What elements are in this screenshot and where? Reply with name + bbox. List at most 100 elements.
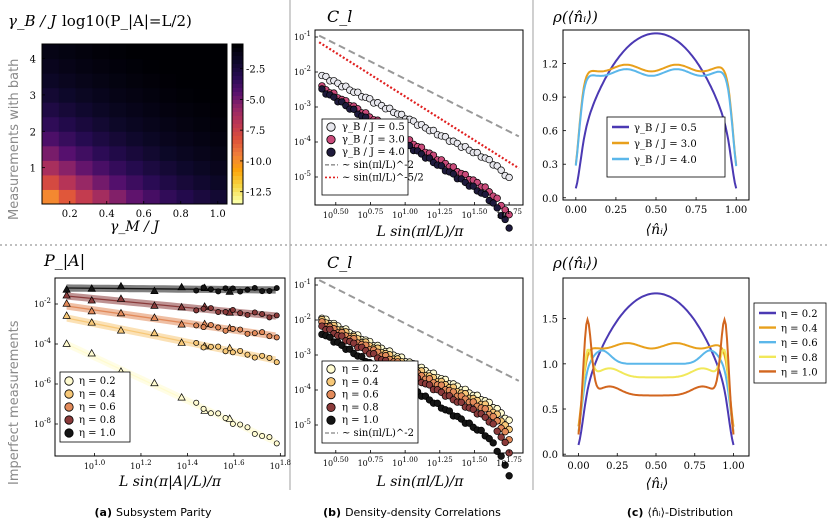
data-point [445, 407, 454, 415]
colorbar-tick-label: -5.0 [246, 95, 265, 106]
x-tick-label: 101.75 [496, 208, 522, 220]
heatmap-cell [193, 87, 211, 103]
distribution-curve [577, 348, 735, 433]
x-tick-label: 0.4 [99, 209, 115, 220]
colorbar-segment [232, 48, 243, 53]
x-tick-label: 100.50 [323, 456, 349, 468]
legend-label: η = 0.6 [342, 390, 379, 401]
data-point [469, 182, 477, 190]
heatmap-cell [58, 160, 77, 176]
heatmap-cell [142, 44, 161, 60]
heatmap-cell [109, 58, 127, 74]
legend-box [321, 118, 409, 196]
legend-marker [326, 122, 336, 132]
legend-label: η = 1.0 [79, 428, 116, 439]
legend-label: γ_B / J = 0.5 [634, 123, 697, 134]
circle-marker [222, 348, 229, 355]
x-tick-label: 101.00 [392, 456, 418, 468]
circle-marker [259, 433, 266, 439]
heatmap-cell [58, 174, 77, 190]
row-label-top: Measurements with bath [7, 59, 22, 220]
data-point [425, 381, 434, 389]
data-point [433, 399, 442, 407]
colorbar-segment [232, 164, 243, 169]
legend-marker [64, 415, 74, 425]
legend-label: η = 0.8 [342, 402, 379, 413]
circle-marker [193, 287, 200, 294]
colorbar-segment [232, 136, 243, 141]
colorbar-segment [232, 120, 243, 125]
data-point [493, 194, 501, 202]
colorbar-segment [232, 180, 243, 185]
legend-marker [326, 377, 336, 387]
heatmap-cell [92, 160, 110, 176]
legend-label: η = 0.4 [781, 324, 818, 335]
heatmap-cell [92, 58, 110, 74]
colorbar-segment [232, 184, 243, 189]
triangle-marker [150, 378, 159, 387]
circle-marker [193, 399, 200, 406]
heatmap-cell [75, 58, 93, 74]
circle-marker [251, 309, 258, 316]
circle-marker [237, 288, 244, 295]
triangle-marker [225, 287, 234, 295]
plot-frame [314, 29, 524, 206]
heatmap-cell [58, 102, 77, 118]
heatmap-cell [159, 102, 178, 118]
colorbar-tick-label: -10.0 [246, 157, 272, 168]
legend-label: η = 0.2 [342, 364, 379, 375]
triangle-marker [87, 306, 96, 315]
caption-b-text: Density-density Correlations [345, 506, 501, 519]
distribution-curve [574, 68, 738, 167]
x-tick-label: 101.6 [223, 459, 245, 471]
x-tick-label: 0.50 [645, 205, 667, 216]
data-point [481, 405, 489, 413]
colorbar-segment [232, 160, 243, 165]
caption-c-tag: (c) [627, 506, 644, 519]
heatmap-cell [176, 73, 194, 89]
data-point [489, 420, 497, 428]
heatmap-cell [176, 131, 194, 147]
heatmap-cell [109, 160, 127, 176]
triangle-marker [177, 282, 186, 291]
colorbar-segment [232, 200, 243, 205]
data-point [457, 398, 465, 407]
y-tick-label: 10-3 [294, 100, 311, 112]
circle-marker [273, 359, 280, 366]
data-point [477, 426, 485, 435]
y-tick-label: 10-5 [294, 170, 311, 182]
y-tick-label: 0.0 [542, 194, 558, 205]
heatmap-cell [159, 87, 178, 103]
circle-marker [251, 354, 258, 361]
circle-marker [244, 351, 251, 358]
heatmap-cell [159, 58, 178, 74]
caption-b: (b) Density-density Correlations [323, 506, 501, 519]
legend-label: η = 0.6 [79, 402, 116, 413]
heatmap-ylabel: γ_B / J [8, 12, 57, 30]
heatmap-cell [176, 44, 194, 60]
heatmap-cell [176, 145, 194, 161]
heatmap-cell [92, 73, 110, 89]
distribution-curve [577, 349, 735, 432]
ylabel: C_l [327, 253, 352, 272]
data-point [441, 133, 450, 141]
heatmap-cell [159, 44, 178, 60]
data-point [437, 162, 446, 170]
circle-marker [229, 306, 236, 313]
heatmap-cell [210, 160, 228, 176]
triangle-marker [150, 328, 159, 337]
data-point [326, 333, 334, 341]
guide-line [318, 279, 520, 382]
guide-line [318, 41, 520, 170]
heatmap-cell [58, 116, 77, 132]
y-tick-label: 10-4 [294, 135, 312, 147]
heatmap-cell [42, 73, 60, 89]
heatmap-cell [193, 102, 211, 118]
heatmap-cell [159, 116, 178, 132]
circle-marker [222, 415, 229, 421]
circle-marker [273, 285, 280, 292]
colorbar-segment [232, 116, 243, 121]
circle-marker [193, 340, 200, 346]
legend-label: ~ sin(πl/L)^-5/2 [342, 172, 424, 183]
circle-marker [200, 284, 207, 291]
